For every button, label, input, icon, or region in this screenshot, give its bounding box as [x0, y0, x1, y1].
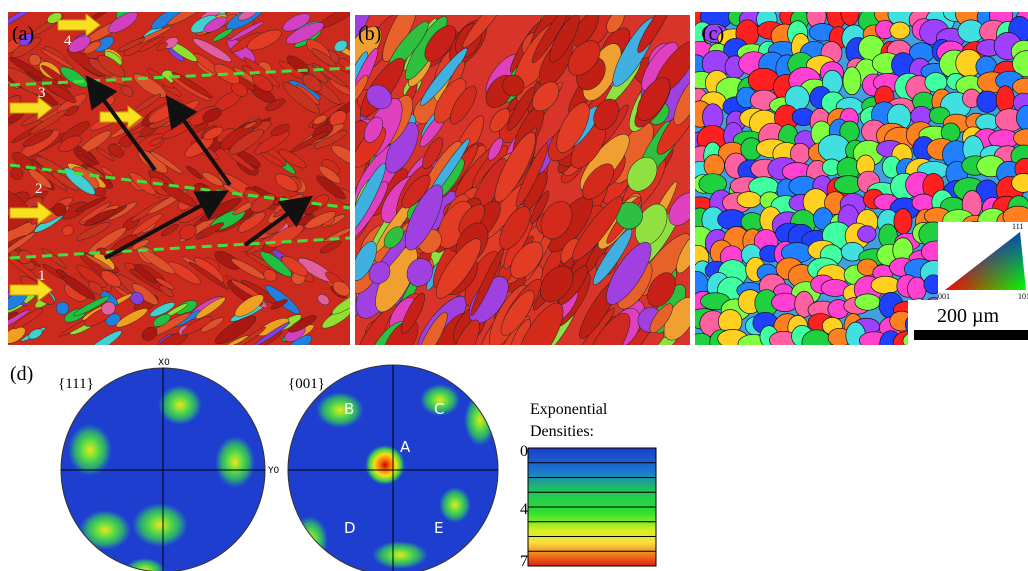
axis-label: X0 [158, 358, 170, 368]
panel-label: (d) [10, 363, 33, 385]
legend-title: Exponential [530, 401, 608, 418]
density-blob [158, 385, 202, 425]
density-blob [365, 445, 405, 485]
grain [772, 293, 799, 312]
pole-title: {001} [288, 376, 325, 392]
point-label: C [434, 400, 444, 418]
grain [908, 277, 927, 301]
grain [858, 226, 877, 242]
grain [855, 294, 880, 310]
layer-label: 1 [38, 268, 46, 284]
ipf-label: 111 [1012, 222, 1023, 231]
grain [704, 154, 724, 176]
density-blob [215, 436, 255, 488]
legend-tick: 0 [520, 443, 528, 460]
density-blob [372, 541, 428, 569]
density-blob [68, 424, 112, 476]
grain [890, 22, 910, 39]
pole-title: {111} [58, 376, 94, 392]
density-blob [480, 391, 500, 419]
point-label: D [344, 519, 356, 537]
axis-label: Y0 [267, 466, 279, 476]
density-blob [292, 516, 328, 564]
grain [871, 276, 900, 294]
scale-bar [914, 330, 1028, 340]
page: {"panel_a": {"label": "(a)", "layer_labe… [0, 0, 1028, 571]
pole-figure-111 [61, 368, 265, 571]
layer-label: 4 [64, 33, 72, 49]
layer-label: 3 [38, 85, 46, 101]
grain [802, 330, 831, 356]
point-label: E [434, 519, 443, 537]
ipf-label: 101 [1018, 292, 1028, 301]
scale-bar-label: 200 µm [937, 305, 1000, 327]
legend-title: Densities: [530, 423, 594, 440]
panel-label: (b) [358, 23, 381, 45]
legend-tick: 7 [520, 553, 528, 570]
density-blob [132, 503, 188, 547]
density-blob [439, 487, 471, 523]
figure: 1234 (a) (b) (c) (d) 111 001 101 200 µm … [0, 0, 1028, 571]
density-blob [316, 392, 364, 428]
panel-label: (c) [702, 23, 724, 45]
legend-tick: 4 [520, 501, 528, 518]
grain [977, 91, 998, 112]
grain [841, 0, 859, 25]
grain [894, 209, 912, 234]
density-blob [290, 531, 310, 559]
ebsd-map-b [333, 0, 708, 381]
grain [737, 192, 761, 208]
density-blob [79, 510, 131, 550]
grain [688, 333, 713, 353]
ebsd-map-a [0, 0, 369, 360]
grain [843, 67, 861, 95]
layer-label: 2 [35, 181, 43, 197]
point-label: B [344, 400, 354, 418]
density-blob [464, 394, 496, 446]
point-label: A [400, 438, 411, 456]
ipf-label: 001 [938, 292, 950, 301]
pole-figure-001 [288, 365, 500, 571]
panel-label: (a) [12, 23, 34, 45]
